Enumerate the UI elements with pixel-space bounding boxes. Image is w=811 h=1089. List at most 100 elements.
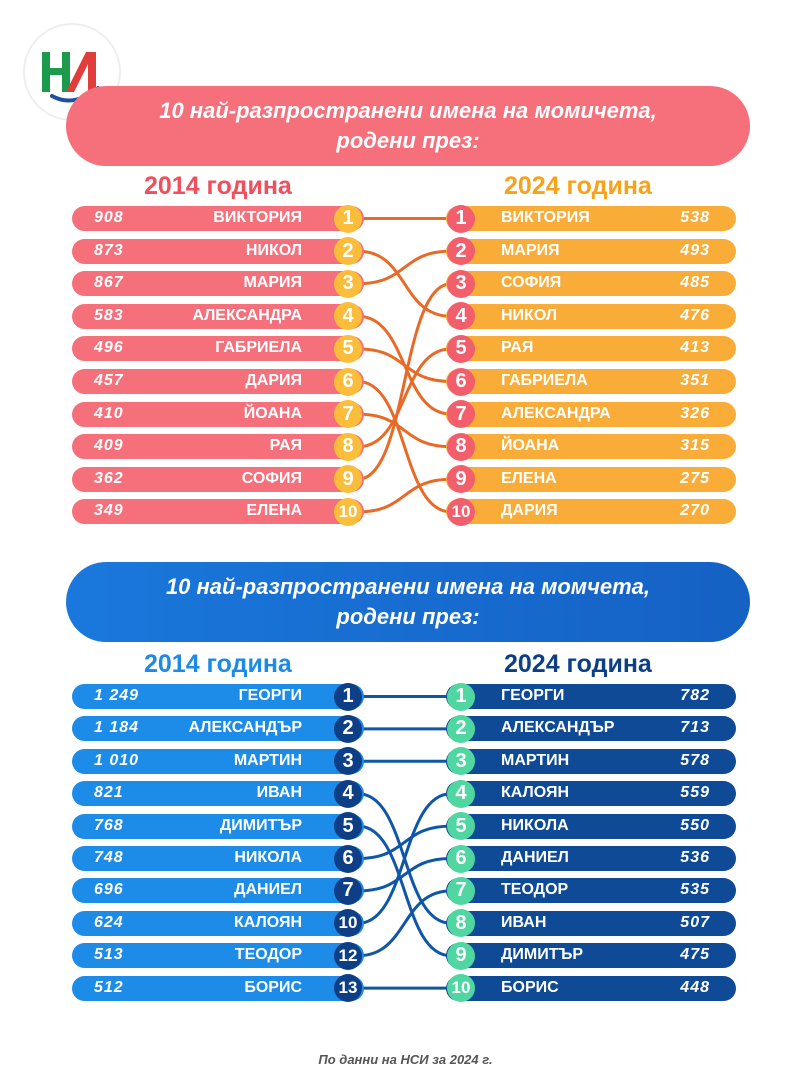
- girls-year-2024: 2024 година: [504, 172, 652, 200]
- rank-badge: 2: [447, 237, 475, 266]
- name-label: ТЕОДОР: [501, 881, 569, 899]
- boys-link-6: [357, 857, 452, 893]
- girls-banner: 10 най-разпространени имена на момичета,…: [66, 86, 750, 166]
- girls-link-4: [357, 347, 452, 383]
- girls-link-2: [357, 249, 452, 286]
- name-label: ДАРИЯ: [501, 502, 558, 520]
- rank-badge: 7: [447, 400, 475, 429]
- boys-right-row: 475 ДИМИТЪР: [446, 943, 736, 969]
- name-label: ЕЛЕНА: [246, 502, 302, 520]
- name-label: ГЕОРГИ: [238, 687, 302, 704]
- boys-right-row: 578 МАРТИН: [446, 748, 736, 774]
- name-count: 493: [680, 241, 710, 259]
- name-label: АЛЕКСАНДЪР: [501, 719, 615, 737]
- name-label: АЛЕКСАНДРА: [192, 306, 302, 324]
- name-label: БОРИС: [501, 978, 559, 996]
- boys-left-row: 1 010 МАРТИН: [72, 748, 364, 774]
- name-count: 476: [680, 306, 710, 324]
- rank-badge: 10: [447, 497, 475, 526]
- rank-badge: 6: [447, 367, 475, 396]
- boys-left-row: 748 НИКОЛА: [72, 846, 364, 871]
- rank-badge: 7: [447, 876, 475, 905]
- rank-badge: 6: [334, 367, 362, 396]
- boys-left-row: 513 ТЕОДОР: [72, 943, 364, 969]
- girls-right-row: 413 РАЯ: [446, 336, 736, 362]
- name-label: ЙОАНА: [501, 437, 560, 455]
- name-count: 315: [680, 437, 710, 455]
- rank-badge: 10: [334, 909, 362, 938]
- name-label: ВИКТОРИЯ: [213, 209, 302, 226]
- rank-badge: 8: [447, 432, 475, 461]
- name-count: 748: [94, 849, 124, 866]
- girls-banner-line1: 10 най-разпространени имена на момичета,: [159, 98, 657, 123]
- rank-badge: 9: [447, 941, 475, 970]
- girls-link-7: [357, 347, 452, 449]
- name-count: 559: [680, 784, 710, 802]
- girls-left-row: 873 НИКОЛ: [72, 238, 364, 264]
- name-count: 873: [94, 241, 124, 259]
- rank-badge: 5: [447, 812, 475, 841]
- name-count: 536: [680, 849, 710, 866]
- rank-badge: 5: [334, 812, 362, 841]
- name-count: 624: [94, 913, 124, 931]
- name-label: НИКОЛА: [501, 816, 569, 834]
- name-count: 409: [94, 437, 124, 455]
- name-label: МАРТИН: [501, 751, 570, 769]
- name-count: 507: [680, 913, 710, 931]
- name-count: 583: [94, 306, 124, 324]
- name-label: ТЕОДОР: [234, 946, 302, 964]
- boys-link-5: [357, 824, 452, 860]
- rank-badge: 10: [334, 497, 362, 526]
- name-label: КАЛОЯН: [501, 784, 570, 802]
- name-count: 768: [94, 816, 124, 834]
- girls-banner-line2: родени през:: [336, 128, 480, 153]
- name-label: БОРИС: [244, 978, 302, 996]
- girls-left-row: 409 РАЯ: [72, 434, 364, 460]
- name-count: 362: [94, 469, 124, 487]
- girls-right-row: 315 ЙОАНА: [446, 434, 736, 460]
- name-count: 578: [680, 751, 710, 769]
- name-label: НИКОЛ: [245, 241, 302, 259]
- name-label: РАЯ: [269, 437, 302, 455]
- girls-link-8: [357, 282, 452, 481]
- boys-link-4: [357, 824, 452, 958]
- name-label: ДАНИЕЛ: [234, 881, 302, 899]
- girls-right-row: 275 ЕЛЕНА: [446, 466, 736, 492]
- name-label: ДАРИЯ: [245, 372, 302, 389]
- rank-badge: 4: [334, 302, 362, 331]
- boys-link-8: [357, 889, 452, 958]
- rank-badge: 3: [447, 747, 475, 776]
- name-label: СОФИЯ: [241, 469, 302, 487]
- boys-banner-line2: родени през:: [336, 604, 480, 629]
- rank-badge: 12: [334, 941, 362, 970]
- rank-badge: 4: [334, 779, 362, 808]
- rank-badge: 3: [334, 747, 362, 776]
- boys-year-2014: 2014 година: [144, 650, 292, 678]
- rank-badge: 4: [447, 302, 475, 331]
- name-count: 535: [680, 881, 710, 899]
- rank-badge: 6: [447, 844, 475, 873]
- rank-badge: 9: [447, 465, 475, 494]
- name-label: МАРИЯ: [501, 241, 560, 259]
- name-label: ДАНИЕЛ: [501, 849, 569, 866]
- name-count: 351: [680, 372, 710, 389]
- name-count: 275: [680, 469, 710, 487]
- girls-right-row: 326 АЛЕКСАНДРА: [446, 401, 736, 427]
- name-label: МАРТИН: [233, 751, 302, 769]
- name-label: ЙОАНА: [243, 404, 302, 422]
- name-label: ГАБРИЕЛА: [215, 339, 302, 357]
- rank-badge: 10: [447, 974, 475, 1003]
- name-label: ГАБРИЕЛА: [501, 372, 588, 389]
- rank-badge: 4: [447, 779, 475, 808]
- name-count: 457: [94, 372, 124, 389]
- boys-left-row: 696 ДАНИЕЛ: [72, 878, 364, 904]
- name-count: 349: [94, 502, 124, 520]
- name-label: ЕЛЕНА: [501, 469, 557, 487]
- name-count: 1 010: [94, 751, 140, 769]
- girls-left-row: 496 ГАБРИЕЛА: [72, 336, 364, 362]
- girls-link-9: [357, 477, 452, 514]
- rank-badge: 13: [334, 974, 362, 1003]
- rank-badge: 2: [334, 237, 362, 266]
